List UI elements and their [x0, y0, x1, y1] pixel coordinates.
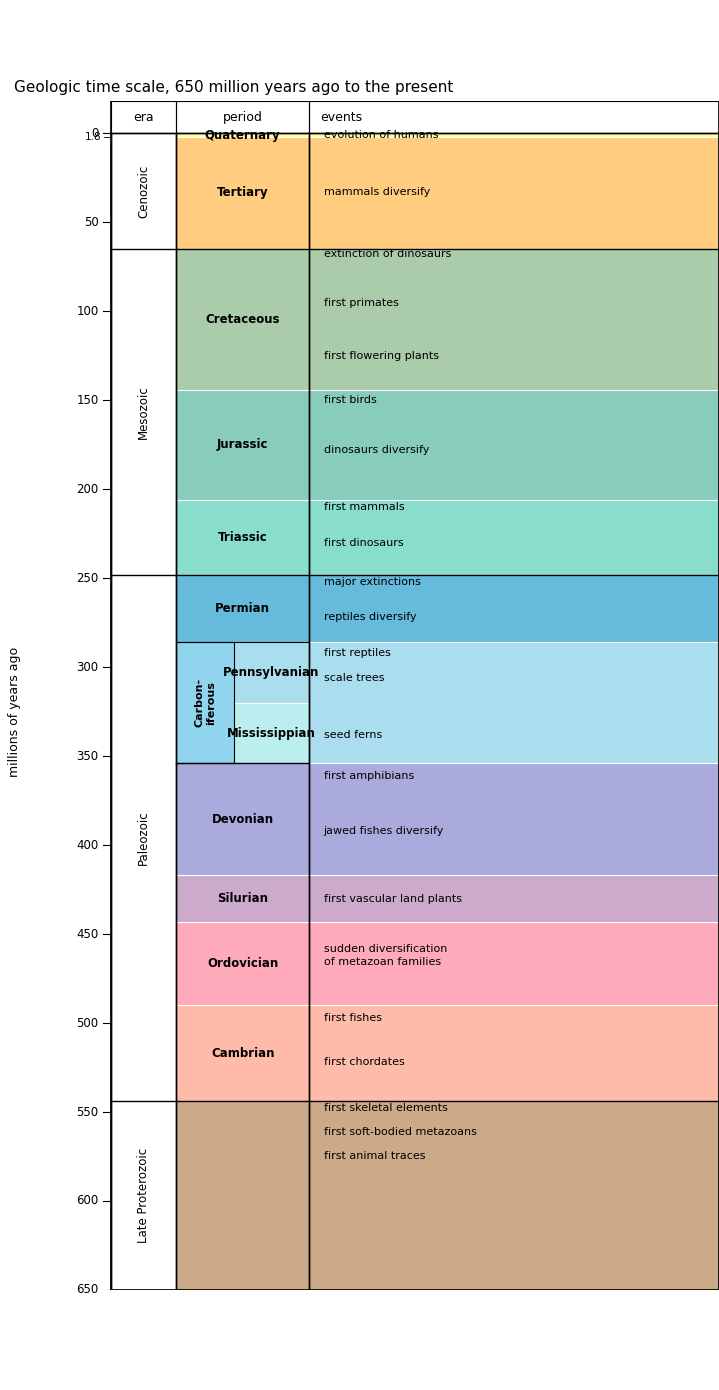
Bar — [309, 136, 719, 249]
Text: scale trees: scale trees — [324, 673, 384, 682]
Text: Mississippian: Mississippian — [227, 727, 316, 739]
Text: Cretaceous: Cretaceous — [206, 313, 280, 325]
Text: first mammals: first mammals — [324, 502, 404, 512]
Bar — [176, 500, 309, 574]
Bar — [176, 249, 309, 389]
Text: evolution of humans: evolution of humans — [324, 131, 438, 140]
Text: Carbon-
iferous: Carbon- iferous — [194, 678, 216, 727]
Text: sudden diversification
of metazoan families: sudden diversification of metazoan famil… — [324, 944, 447, 967]
Text: 300: 300 — [76, 660, 99, 674]
Text: Paleozoic: Paleozoic — [137, 810, 150, 866]
Text: Silurian: Silurian — [217, 892, 268, 905]
Text: Permian: Permian — [215, 602, 270, 614]
Text: 50: 50 — [83, 215, 99, 229]
Text: 600: 600 — [76, 1194, 99, 1208]
Text: 200: 200 — [76, 482, 99, 496]
Bar — [176, 389, 309, 500]
Text: first fishes: first fishes — [324, 1013, 382, 1023]
Text: 0: 0 — [91, 126, 99, 140]
Bar — [176, 642, 234, 763]
Text: first amphibians: first amphibians — [324, 771, 414, 781]
Text: period: period — [223, 111, 262, 124]
Bar — [234, 703, 309, 763]
Text: Devonian: Devonian — [211, 813, 274, 826]
Bar — [111, 1101, 176, 1290]
Text: extinction of dinosaurs: extinction of dinosaurs — [324, 249, 451, 260]
Bar — [309, 1101, 719, 1290]
Bar — [176, 133, 309, 136]
Text: mammals diversify: mammals diversify — [324, 188, 430, 197]
Text: first soft-bodied metazoans: first soft-bodied metazoans — [324, 1126, 477, 1137]
Text: dinosaurs diversify: dinosaurs diversify — [324, 445, 429, 455]
Bar — [111, 249, 176, 574]
Text: first flowering plants: first flowering plants — [324, 350, 439, 361]
Text: major extinctions: major extinctions — [324, 577, 421, 587]
Bar — [176, 136, 309, 249]
Text: millions of years ago: millions of years ago — [8, 646, 21, 777]
Text: first animal traces: first animal traces — [324, 1151, 425, 1162]
Text: Geologic time scale, 650 million years ago to the present: Geologic time scale, 650 million years a… — [14, 79, 454, 95]
Text: first dinosaurs: first dinosaurs — [324, 538, 403, 548]
Text: 150: 150 — [76, 393, 99, 407]
Text: alamy: alamy — [22, 1326, 124, 1354]
Text: first vascular land plants: first vascular land plants — [324, 894, 462, 904]
Text: Quaternary: Quaternary — [205, 129, 280, 142]
Bar — [111, 101, 719, 1290]
Text: first chordates: first chordates — [324, 1058, 404, 1068]
Bar — [111, 574, 176, 1101]
Bar — [309, 133, 719, 136]
Bar — [309, 500, 719, 574]
Bar — [309, 763, 719, 876]
Text: Image ID: BB4GCB: Image ID: BB4GCB — [580, 1319, 697, 1332]
Bar — [309, 922, 719, 1005]
Text: first skeletal elements: first skeletal elements — [324, 1104, 447, 1113]
Bar — [309, 876, 719, 922]
Text: Mesozoic: Mesozoic — [137, 385, 150, 439]
Bar — [176, 876, 309, 922]
Text: first reptiles: first reptiles — [324, 648, 390, 657]
Text: 450: 450 — [76, 927, 99, 941]
Text: 1.8: 1.8 — [85, 132, 101, 142]
Text: Ordovician: Ordovician — [207, 956, 278, 970]
Text: first birds: first birds — [324, 395, 376, 406]
Bar — [176, 922, 309, 1005]
Bar — [176, 574, 309, 642]
Text: Cenozoic: Cenozoic — [137, 164, 150, 218]
Text: Pennsylvanian: Pennsylvanian — [223, 666, 320, 680]
Text: seed ferns: seed ferns — [324, 730, 382, 739]
Text: 500: 500 — [76, 1016, 99, 1030]
Bar — [309, 1005, 719, 1101]
Bar — [309, 574, 719, 642]
Text: events: events — [320, 111, 362, 124]
Text: Jurassic: Jurassic — [217, 438, 268, 452]
Bar — [234, 642, 309, 703]
Text: 350: 350 — [76, 749, 99, 763]
Bar — [176, 1005, 309, 1101]
Text: 400: 400 — [76, 838, 99, 852]
Text: 650: 650 — [76, 1283, 99, 1297]
Text: Triassic: Triassic — [218, 531, 267, 543]
Bar — [176, 1101, 309, 1290]
Bar — [309, 389, 719, 500]
Bar — [111, 133, 176, 249]
Text: 550: 550 — [76, 1105, 99, 1119]
Text: Tertiary: Tertiary — [217, 186, 268, 199]
Bar — [176, 763, 309, 876]
Text: jawed fishes diversify: jawed fishes diversify — [324, 826, 444, 835]
Text: www.alamy.com: www.alamy.com — [571, 1348, 697, 1362]
Text: Cambrian: Cambrian — [211, 1047, 275, 1059]
Text: 100: 100 — [76, 304, 99, 318]
Bar — [111, 101, 719, 133]
Text: Late Proterozoic: Late Proterozoic — [137, 1148, 150, 1243]
Text: first primates: first primates — [324, 297, 398, 307]
Bar — [309, 642, 719, 763]
Text: reptiles diversify: reptiles diversify — [324, 613, 416, 623]
Text: era: era — [134, 111, 154, 124]
Bar — [309, 249, 719, 389]
Text: 250: 250 — [76, 571, 99, 585]
